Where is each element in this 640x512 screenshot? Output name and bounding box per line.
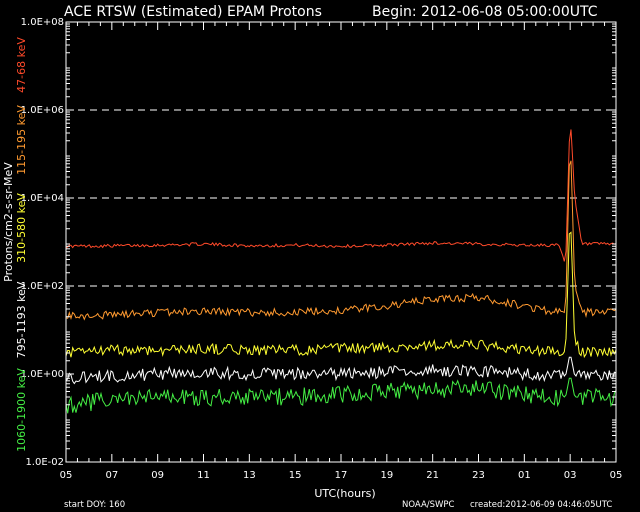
x-tick-label: 15 bbox=[289, 470, 302, 481]
y-tick-label: 1.0E+08 bbox=[21, 17, 64, 28]
begin-time: Begin: 2012-06-08 05:00:00UTC bbox=[372, 4, 598, 20]
y-tick-label: 1.0E-02 bbox=[25, 457, 64, 468]
legend-entry: 47-68 keV bbox=[15, 37, 28, 93]
x-axis-label: UTC(hours) bbox=[314, 487, 375, 500]
x-tick-label: 21 bbox=[426, 470, 439, 481]
legend-entry: 1060-1900 keV bbox=[15, 368, 28, 452]
legend-entry: 115-195 keV bbox=[15, 105, 28, 175]
legend-entry: 795-1193 keV bbox=[15, 281, 28, 358]
x-tick-label: 05 bbox=[610, 470, 623, 481]
grid-lines bbox=[66, 109, 616, 287]
x-tick-label: 19 bbox=[380, 470, 393, 481]
x-tick-label: 09 bbox=[151, 470, 164, 481]
series-line bbox=[65, 356, 617, 385]
legend-entry: 310-580 keV bbox=[15, 193, 28, 263]
x-tick-label: 17 bbox=[335, 470, 348, 481]
series-group bbox=[65, 129, 617, 414]
y-axis-label: Protons/cm2-s-sr-MeV bbox=[2, 162, 15, 282]
y-tick-label: 1.0E+00 bbox=[21, 369, 64, 380]
series-line bbox=[65, 231, 617, 359]
y-tick-label: 1.0E+04 bbox=[21, 193, 64, 204]
y-tick-label: 1.0E+06 bbox=[21, 105, 64, 116]
axis-ticks: 1.0E-02 1.0E+00 1.0E+02 1.0E+04 1.0E+06 1.0E+… bbox=[21, 17, 623, 481]
y-tick-label: 1.0E+02 bbox=[21, 281, 64, 292]
series-line bbox=[65, 160, 617, 321]
agency-label: NOAA/SWPC bbox=[402, 500, 455, 510]
x-tick-label: 03 bbox=[564, 470, 577, 481]
chart-title: ACE RTSW (Estimated) EPAM Protons bbox=[64, 4, 322, 20]
series-line bbox=[65, 129, 617, 262]
x-tick-label: 01 bbox=[518, 470, 531, 481]
x-tick-label: 11 bbox=[197, 470, 210, 481]
x-tick-label: 23 bbox=[472, 470, 485, 481]
x-tick-label: 13 bbox=[243, 470, 256, 481]
created-time: created:2012-06-09 04:46:05UTC bbox=[470, 500, 612, 510]
x-tick-label: 07 bbox=[105, 470, 118, 481]
channel-legend: 47-68 keV 115-195 keV 310-580 keV 795-1193 … bbox=[15, 37, 28, 452]
start-doy: start DOY: 160 bbox=[64, 500, 125, 510]
series-line bbox=[65, 377, 617, 414]
x-tick-label: 05 bbox=[60, 470, 73, 481]
